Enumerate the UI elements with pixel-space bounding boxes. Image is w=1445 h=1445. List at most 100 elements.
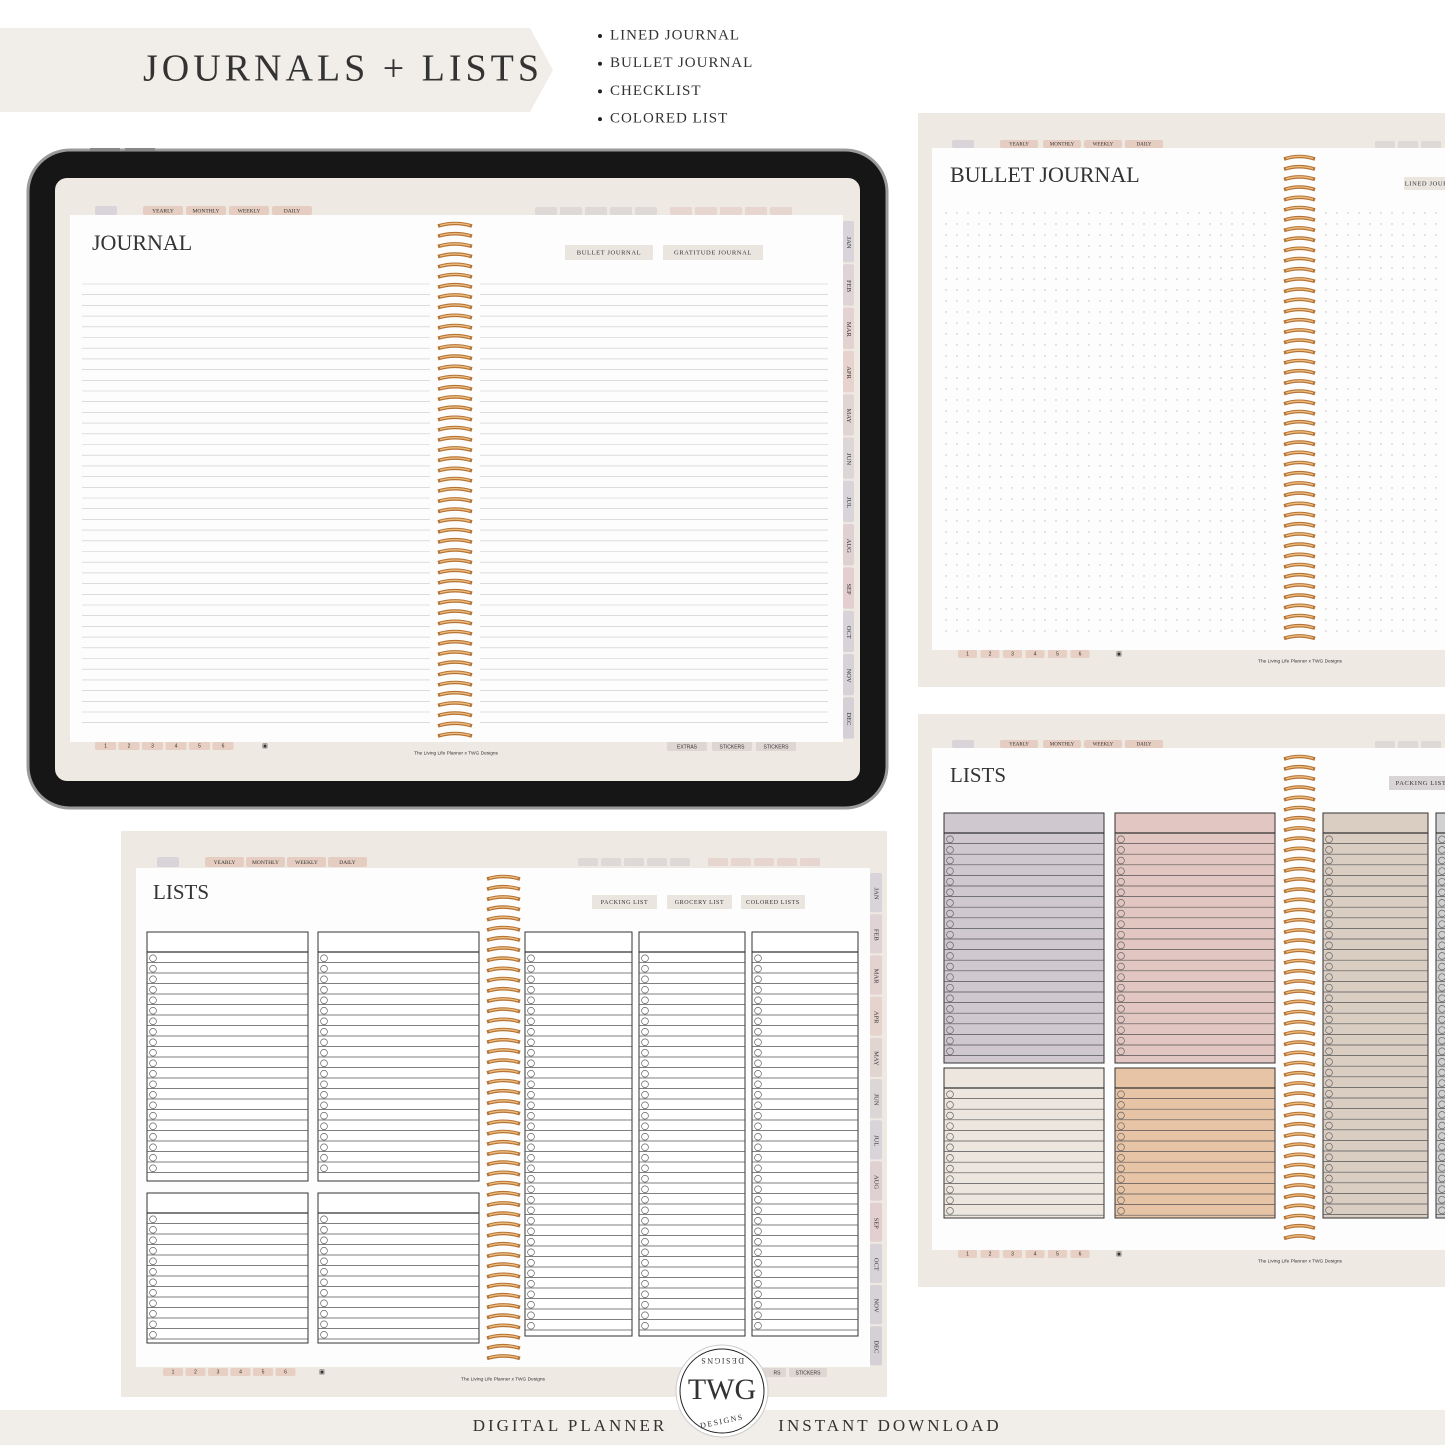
page-button[interactable] xyxy=(1404,177,1445,190)
month-tab[interactable] xyxy=(843,654,854,696)
month-tab[interactable] xyxy=(843,697,854,739)
spiral-highlight xyxy=(439,375,471,380)
dot xyxy=(945,443,947,445)
page-tab[interactable] xyxy=(1003,650,1022,658)
month-tab[interactable] xyxy=(843,480,854,523)
bottom-tab[interactable] xyxy=(789,1368,827,1377)
dot xyxy=(956,212,958,214)
dot xyxy=(1347,476,1349,478)
dot xyxy=(1347,311,1349,313)
month-tab[interactable] xyxy=(870,1326,882,1366)
month-tab[interactable] xyxy=(870,1079,882,1119)
page-tab[interactable] xyxy=(118,742,140,750)
checkbox xyxy=(641,1248,649,1256)
nav-tab[interactable] xyxy=(246,857,285,867)
page-tab[interactable] xyxy=(253,1368,273,1376)
nav-tab[interactable] xyxy=(328,857,367,867)
page-button[interactable] xyxy=(592,895,657,909)
nav-tab[interactable] xyxy=(205,857,244,867)
month-tab[interactable] xyxy=(870,873,882,913)
month-tab[interactable] xyxy=(843,437,854,479)
dot xyxy=(978,223,980,225)
month-tab[interactable] xyxy=(843,307,854,349)
nav-tab[interactable] xyxy=(1125,740,1163,748)
page-tab[interactable] xyxy=(958,650,977,658)
page-tab[interactable] xyxy=(980,650,1000,658)
page-tab[interactable] xyxy=(958,1250,977,1258)
month-tab[interactable] xyxy=(870,914,882,954)
page-tab[interactable] xyxy=(1003,1250,1022,1258)
dot xyxy=(1055,465,1057,467)
dot xyxy=(1154,278,1156,280)
month-tab[interactable] xyxy=(870,1202,882,1242)
page-tab[interactable] xyxy=(208,1368,228,1376)
page-tab[interactable] xyxy=(275,1368,296,1376)
checkbox xyxy=(1117,994,1125,1003)
month-tab[interactable] xyxy=(870,1285,882,1325)
nav-tab[interactable] xyxy=(1043,140,1081,148)
nav-tab[interactable] xyxy=(1000,740,1038,748)
nav-tab[interactable] xyxy=(1000,140,1038,148)
nav-tab[interactable] xyxy=(143,206,183,215)
page-tab[interactable] xyxy=(1070,1250,1090,1258)
page-tab[interactable] xyxy=(1025,1250,1045,1258)
page-tab[interactable] xyxy=(1048,650,1067,658)
month-tab[interactable] xyxy=(843,350,854,393)
nav-tab[interactable] xyxy=(272,206,312,215)
dot xyxy=(1391,553,1393,555)
dot xyxy=(1358,212,1360,214)
page-tab[interactable] xyxy=(163,1368,183,1376)
page-button[interactable] xyxy=(667,895,732,909)
nav-tab[interactable] xyxy=(186,206,226,215)
page-tab[interactable] xyxy=(165,742,187,750)
month-tab[interactable] xyxy=(870,1161,882,1201)
month-tab[interactable] xyxy=(843,524,854,566)
nav-tab[interactable] xyxy=(1084,140,1122,148)
dot xyxy=(978,531,980,533)
page-tab[interactable] xyxy=(980,1250,1000,1258)
page-button[interactable] xyxy=(565,245,653,260)
nav-tab[interactable] xyxy=(287,857,326,867)
nav-tab[interactable] xyxy=(1125,140,1163,148)
month-tab[interactable] xyxy=(843,221,854,263)
month-tab[interactable] xyxy=(843,567,854,609)
feature-item: COLORED LIST xyxy=(610,111,728,127)
month-tab[interactable] xyxy=(870,1120,882,1160)
month-tab[interactable] xyxy=(870,1037,882,1077)
page-tab[interactable] xyxy=(212,742,234,750)
page-tab[interactable] xyxy=(230,1368,251,1376)
page-tab[interactable] xyxy=(185,1368,206,1376)
bottom-tab[interactable] xyxy=(756,742,796,751)
month-tab[interactable] xyxy=(843,394,854,436)
month-tab[interactable] xyxy=(870,996,882,1036)
checkbox xyxy=(527,1321,535,1330)
page-tab[interactable] xyxy=(189,742,210,750)
page-button[interactable] xyxy=(741,895,805,909)
month-tab[interactable] xyxy=(843,610,854,652)
month-tab[interactable] xyxy=(870,1243,882,1283)
bottom-tab[interactable] xyxy=(667,742,707,751)
nav-tab[interactable] xyxy=(229,206,269,215)
bottom-tab[interactable] xyxy=(712,742,752,751)
month-tab[interactable] xyxy=(843,264,854,306)
nav-tab[interactable] xyxy=(1043,740,1081,748)
dot xyxy=(1380,498,1382,500)
page-tab[interactable] xyxy=(1025,650,1045,658)
checkbox xyxy=(641,1101,649,1109)
page-button[interactable] xyxy=(1389,776,1445,790)
page-button[interactable] xyxy=(663,245,763,260)
page-tab[interactable] xyxy=(95,742,116,750)
page-tab[interactable] xyxy=(1048,1250,1067,1258)
spiral-highlight xyxy=(488,1293,519,1298)
dot xyxy=(1242,344,1244,346)
page-tab[interactable] xyxy=(1070,650,1090,658)
dot xyxy=(1132,487,1134,489)
dot xyxy=(1198,245,1200,247)
month-tab[interactable] xyxy=(870,955,882,995)
dot xyxy=(1099,399,1101,401)
dot xyxy=(1187,542,1189,544)
dot xyxy=(1413,388,1415,390)
page-tab[interactable] xyxy=(142,742,163,750)
dot xyxy=(1253,388,1255,390)
nav-tab[interactable] xyxy=(1084,740,1122,748)
